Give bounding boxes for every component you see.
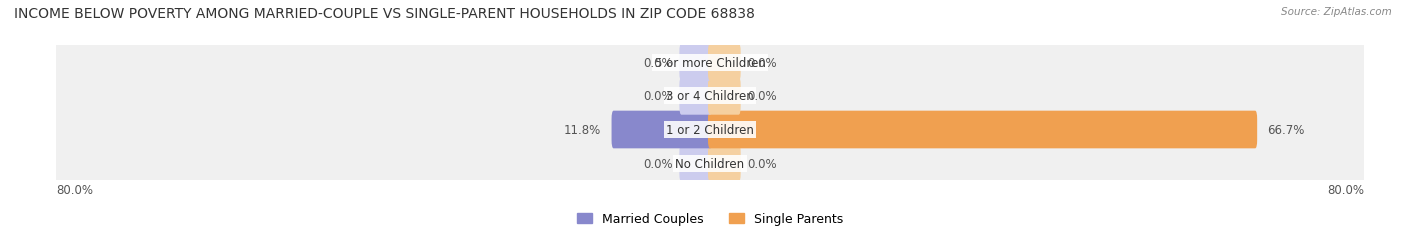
Legend: Married Couples, Single Parents: Married Couples, Single Parents xyxy=(572,207,848,230)
FancyBboxPatch shape xyxy=(709,145,741,182)
Text: 5 or more Children: 5 or more Children xyxy=(655,56,765,70)
FancyBboxPatch shape xyxy=(52,130,1368,197)
Text: 80.0%: 80.0% xyxy=(1327,183,1364,196)
Text: 66.7%: 66.7% xyxy=(1267,123,1305,137)
Text: 0.0%: 0.0% xyxy=(644,56,673,70)
FancyBboxPatch shape xyxy=(679,145,711,182)
Text: Source: ZipAtlas.com: Source: ZipAtlas.com xyxy=(1281,7,1392,17)
FancyBboxPatch shape xyxy=(679,44,711,82)
Text: 80.0%: 80.0% xyxy=(56,183,93,196)
FancyBboxPatch shape xyxy=(52,30,1368,96)
Text: 0.0%: 0.0% xyxy=(747,56,776,70)
Text: 11.8%: 11.8% xyxy=(564,123,602,137)
Text: 0.0%: 0.0% xyxy=(644,157,673,170)
Text: No Children: No Children xyxy=(675,157,745,170)
Text: INCOME BELOW POVERTY AMONG MARRIED-COUPLE VS SINGLE-PARENT HOUSEHOLDS IN ZIP COD: INCOME BELOW POVERTY AMONG MARRIED-COUPL… xyxy=(14,7,755,21)
FancyBboxPatch shape xyxy=(679,78,711,115)
FancyBboxPatch shape xyxy=(709,111,1257,149)
FancyBboxPatch shape xyxy=(612,111,711,149)
FancyBboxPatch shape xyxy=(52,97,1368,163)
Text: 1 or 2 Children: 1 or 2 Children xyxy=(666,123,754,137)
Text: 0.0%: 0.0% xyxy=(747,157,776,170)
Text: 0.0%: 0.0% xyxy=(747,90,776,103)
Text: 3 or 4 Children: 3 or 4 Children xyxy=(666,90,754,103)
FancyBboxPatch shape xyxy=(709,78,741,115)
FancyBboxPatch shape xyxy=(52,63,1368,130)
FancyBboxPatch shape xyxy=(709,44,741,82)
Text: 0.0%: 0.0% xyxy=(644,90,673,103)
